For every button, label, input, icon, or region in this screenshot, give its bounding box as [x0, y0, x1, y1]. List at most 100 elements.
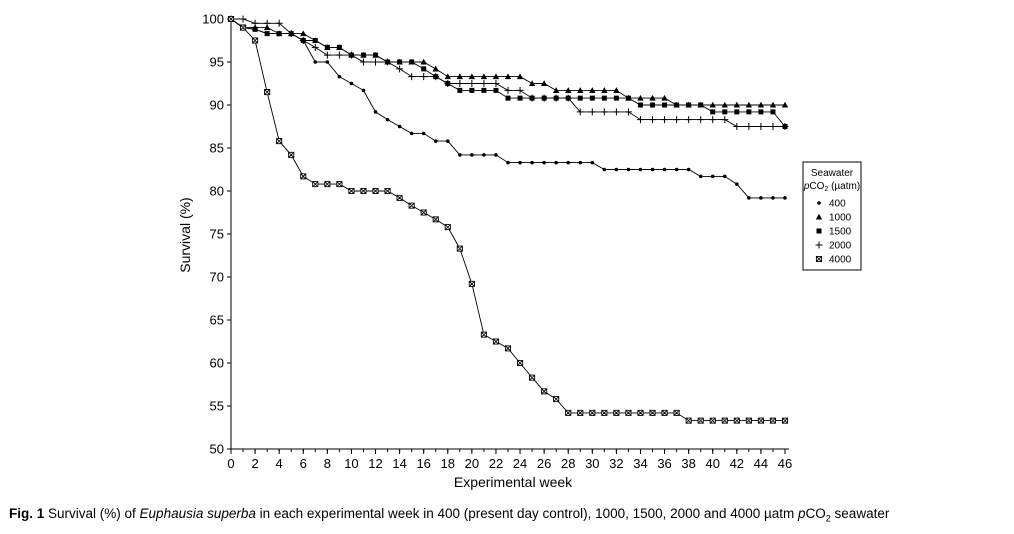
data-point-1500	[397, 59, 403, 65]
data-point-1500	[360, 52, 366, 58]
data-point-2000	[323, 51, 331, 59]
data-point-400	[494, 153, 498, 157]
data-point-400	[385, 117, 390, 122]
legend: Seawater pCO2 (µatm) 400 1000 1500 2000 4000	[802, 161, 862, 271]
data-point-1500	[336, 44, 342, 50]
data-point-2000	[372, 58, 380, 66]
data-point-1500	[505, 95, 511, 101]
data-point-2000	[612, 108, 620, 116]
data-point-1500	[469, 87, 475, 93]
data-point-4000	[444, 224, 451, 231]
data-point-400	[506, 160, 510, 165]
data-point-4000	[516, 359, 524, 367]
x-tick-label: 22	[489, 456, 503, 471]
legend-label-1000: 1000	[829, 213, 852, 224]
data-point-400	[686, 167, 691, 172]
legend-marker-4000	[815, 255, 823, 263]
data-point-2000	[649, 116, 657, 124]
data-point-4000	[769, 417, 777, 424]
data-point-1000	[637, 94, 644, 101]
x-tick-label: 24	[513, 456, 527, 471]
data-point-1000	[432, 65, 439, 72]
data-point-2000	[757, 123, 765, 130]
data-point-1000	[733, 101, 741, 108]
data-point-4000	[360, 187, 367, 195]
data-point-2000	[661, 116, 669, 124]
x-tick-label: 10	[344, 456, 358, 471]
data-point-2000	[528, 94, 536, 102]
x-tick-label: 6	[300, 456, 307, 471]
data-point-400	[470, 153, 474, 157]
data-point-1000	[589, 87, 596, 93]
data-point-2000	[504, 86, 512, 94]
data-point-400	[698, 174, 703, 179]
data-point-400	[602, 167, 607, 172]
legend-label-400: 400	[829, 199, 846, 210]
figure-caption: Fig. 1 Survival (%) of Euphausia superba…	[9, 506, 1009, 524]
data-point-1500	[457, 87, 463, 93]
data-point-1500	[613, 95, 619, 101]
data-point-400	[397, 124, 402, 129]
data-point-1500	[710, 109, 716, 115]
data-point-4000	[613, 409, 620, 416]
y-axis-title: Survival (%)	[177, 197, 193, 272]
data-point-1000	[516, 73, 524, 80]
data-point-4000	[372, 187, 379, 195]
data-point-1500	[421, 66, 427, 72]
data-point-2000	[624, 108, 632, 116]
caption-pco2-co: CO	[805, 506, 826, 521]
series-2000	[227, 15, 789, 130]
data-point-1000	[565, 87, 572, 93]
data-point-4000	[288, 151, 295, 158]
data-point-1000	[709, 101, 716, 108]
data-point-1000	[528, 80, 536, 87]
caption-pco2-sub: 2	[825, 513, 831, 524]
x-tick-label: 0	[227, 456, 234, 471]
data-point-4000	[673, 409, 680, 416]
data-point-1000	[263, 24, 271, 31]
data-point-4000	[227, 15, 235, 23]
x-tick-label: 38	[681, 456, 695, 471]
data-point-1500	[722, 109, 728, 115]
data-point-2000	[335, 51, 343, 59]
data-point-1500	[312, 38, 318, 43]
data-point-1500	[650, 102, 656, 108]
data-point-2000	[709, 116, 717, 124]
data-point-4000	[336, 181, 343, 188]
data-point-4000	[432, 216, 439, 223]
data-point-1000	[468, 73, 476, 80]
data-point-400	[409, 131, 414, 136]
data-point-1000	[613, 87, 620, 93]
data-point-2000	[588, 108, 596, 116]
data-point-1000	[745, 101, 753, 108]
data-point-1000	[456, 73, 464, 80]
x-tick-label: 32	[609, 456, 623, 471]
legend-label-2000: 2000	[829, 241, 852, 252]
data-point-1500	[276, 31, 282, 37]
data-point-4000	[709, 417, 716, 424]
caption-pco2-p: p	[798, 506, 806, 521]
data-point-1500	[589, 95, 595, 101]
series-4000	[227, 15, 789, 424]
x-tick-label: 26	[537, 456, 551, 471]
data-point-400	[349, 81, 354, 86]
x-axis-title: Experimental week	[454, 474, 573, 490]
y-tick-label: 65	[210, 313, 224, 328]
data-point-4000	[420, 209, 427, 216]
data-point-400	[325, 60, 330, 64]
data-point-1000	[757, 101, 765, 108]
data-point-4000	[565, 409, 572, 416]
data-point-1500	[324, 44, 330, 50]
caption-text-3: seawater	[830, 506, 890, 521]
x-tick-label: 42	[730, 456, 744, 471]
data-point-4000	[553, 396, 560, 403]
x-tick-label: 34	[633, 456, 647, 471]
data-point-400	[313, 60, 318, 64]
y-tick-label: 75	[210, 227, 224, 242]
series-line-400	[230, 18, 785, 199]
x-tick-label: 18	[441, 456, 455, 471]
y-tick-label: 50	[210, 442, 224, 457]
data-point-2000	[480, 80, 488, 87]
series-400	[229, 17, 787, 200]
data-point-4000	[300, 173, 307, 180]
